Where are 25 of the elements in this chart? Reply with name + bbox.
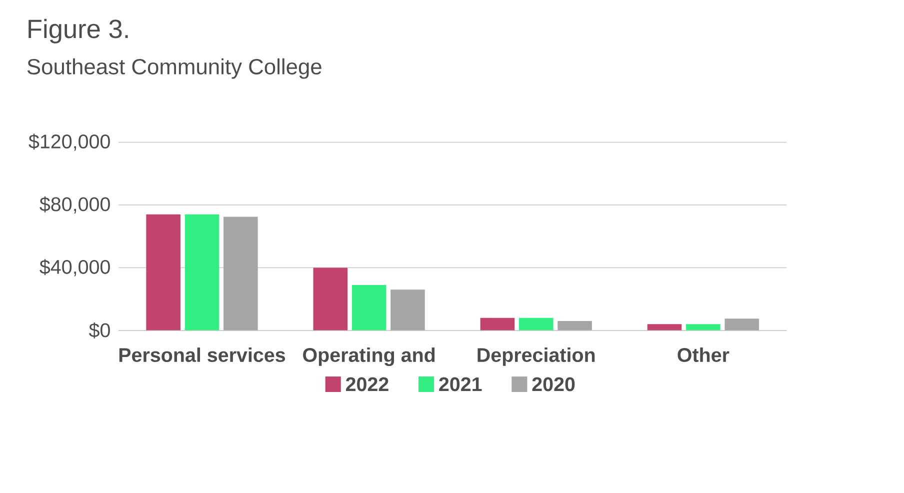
bar [313, 268, 348, 331]
legend-label: 2022 [346, 378, 388, 392]
bar [184, 214, 220, 331]
y-tick-label: $80,000 [40, 196, 110, 214]
bar [480, 318, 515, 331]
bar [647, 324, 682, 331]
y-tick-label: $40,000 [40, 259, 110, 276]
bar [558, 321, 592, 331]
chart-title: Figure 3. [28, 19, 128, 44]
x-tick-label: Operating and [303, 348, 435, 366]
y-tick-label: $120,000 [28, 134, 110, 152]
bar [686, 324, 720, 331]
y-tick-label: $0 [88, 322, 110, 339]
legend-label: 2021 [439, 378, 482, 392]
bar [146, 214, 180, 331]
bar [724, 318, 759, 331]
legend-label: 2020 [532, 378, 575, 392]
x-tick-label: Personal services [119, 348, 286, 362]
x-tick-label: Other [678, 348, 730, 362]
bar [352, 285, 386, 331]
bar [224, 216, 258, 331]
bar [518, 318, 554, 331]
bar [390, 290, 425, 331]
chart-subtitle: Southeast Community College [27, 58, 322, 80]
x-tick-label: Depreciation [478, 348, 595, 366]
